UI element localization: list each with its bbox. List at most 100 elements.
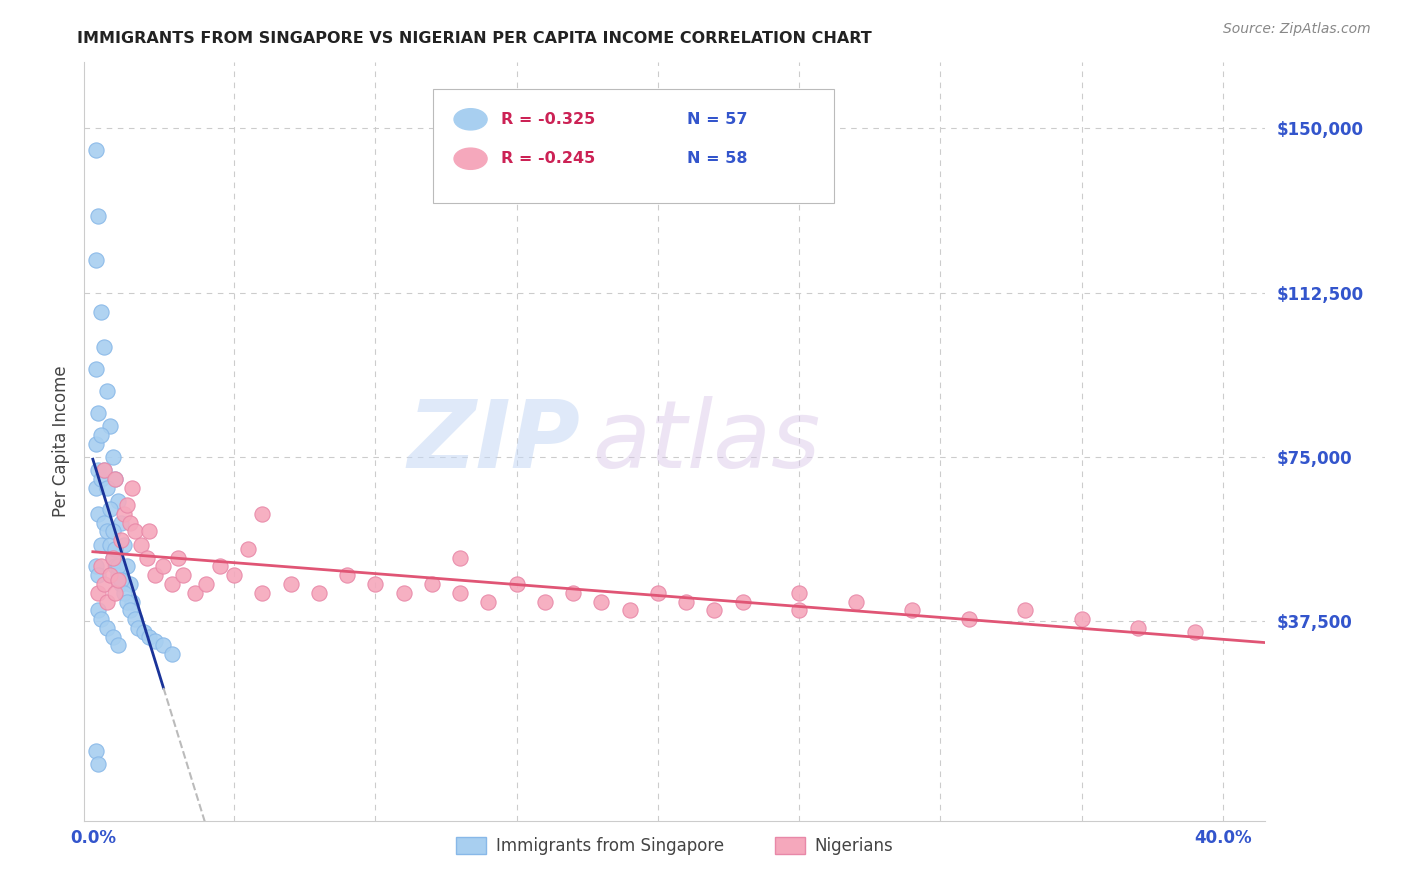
Point	[90, 428, 112, 442]
Point	[107, 568, 129, 582]
Point	[87, 756, 110, 771]
Point	[96, 524, 118, 539]
Point	[110, 516, 132, 530]
Point	[98, 502, 121, 516]
Point	[87, 586, 110, 600]
Point	[477, 594, 499, 608]
Point	[1014, 603, 1036, 617]
Point	[84, 436, 107, 450]
Point	[647, 586, 669, 600]
Text: N = 57: N = 57	[686, 112, 747, 127]
Point	[152, 638, 174, 652]
Point	[112, 586, 135, 600]
Point	[87, 209, 110, 223]
Point	[96, 594, 118, 608]
Point	[252, 507, 274, 521]
FancyBboxPatch shape	[433, 89, 834, 202]
Point	[392, 586, 415, 600]
Point	[110, 533, 132, 548]
Point	[449, 586, 471, 600]
Point	[104, 541, 127, 556]
Point	[98, 419, 121, 434]
Legend: Immigrants from Singapore, Nigerians: Immigrants from Singapore, Nigerians	[450, 830, 900, 862]
Point	[118, 516, 141, 530]
Point	[1128, 621, 1150, 635]
Point	[87, 463, 110, 477]
Point	[107, 493, 129, 508]
Point	[121, 594, 143, 608]
Point	[96, 621, 118, 635]
Point	[224, 568, 246, 582]
Text: IMMIGRANTS FROM SINGAPORE VS NIGERIAN PER CAPITA INCOME CORRELATION CHART: IMMIGRANTS FROM SINGAPORE VS NIGERIAN PE…	[77, 31, 872, 46]
Point	[115, 498, 138, 512]
Point	[238, 541, 260, 556]
Point	[104, 559, 127, 574]
Y-axis label: Per Capita Income: Per Capita Income	[52, 366, 70, 517]
Point	[98, 537, 121, 551]
Text: N = 58: N = 58	[686, 152, 747, 166]
Point	[104, 472, 127, 486]
Point	[845, 594, 868, 608]
Point	[562, 586, 585, 600]
Point	[675, 594, 697, 608]
Point	[107, 638, 129, 652]
Point	[1070, 612, 1092, 626]
Text: R = -0.325: R = -0.325	[502, 112, 596, 127]
Point	[93, 577, 115, 591]
Point	[138, 524, 160, 539]
Point	[208, 559, 231, 574]
Point	[90, 472, 112, 486]
Point	[101, 550, 124, 565]
Point	[364, 577, 387, 591]
Text: ZIP: ZIP	[408, 395, 581, 488]
Point	[787, 586, 810, 600]
Point	[118, 577, 141, 591]
Point	[110, 573, 132, 587]
Point	[449, 550, 471, 565]
Point	[124, 524, 146, 539]
Point	[87, 406, 110, 420]
Point	[84, 143, 107, 157]
Point	[901, 603, 924, 617]
Point	[183, 586, 205, 600]
Point	[143, 634, 166, 648]
Point	[84, 481, 107, 495]
Point	[280, 577, 302, 591]
Point	[505, 577, 527, 591]
Point	[112, 507, 135, 521]
Circle shape	[454, 148, 486, 169]
Point	[308, 586, 330, 600]
Point	[112, 537, 135, 551]
Point	[731, 594, 754, 608]
Point	[96, 384, 118, 398]
Point	[127, 621, 149, 635]
Point	[121, 481, 143, 495]
Point	[132, 625, 155, 640]
Point	[101, 550, 124, 565]
Point	[957, 612, 980, 626]
Point	[84, 252, 107, 267]
Point	[93, 340, 115, 354]
Point	[96, 481, 118, 495]
Point	[104, 586, 127, 600]
Point	[107, 573, 129, 587]
Point	[90, 537, 112, 551]
Point	[172, 568, 194, 582]
Text: R = -0.245: R = -0.245	[502, 152, 596, 166]
Point	[107, 559, 129, 574]
Point	[160, 647, 183, 661]
Point	[124, 612, 146, 626]
Point	[336, 568, 359, 582]
Point	[104, 472, 127, 486]
Point	[194, 577, 217, 591]
Point	[87, 568, 110, 582]
Point	[787, 603, 810, 617]
Point	[87, 507, 110, 521]
Text: Source: ZipAtlas.com: Source: ZipAtlas.com	[1223, 22, 1371, 37]
Point	[118, 603, 141, 617]
Point	[90, 612, 112, 626]
Point	[101, 630, 124, 644]
Point	[93, 463, 115, 477]
Point	[129, 537, 152, 551]
Point	[1184, 625, 1206, 640]
